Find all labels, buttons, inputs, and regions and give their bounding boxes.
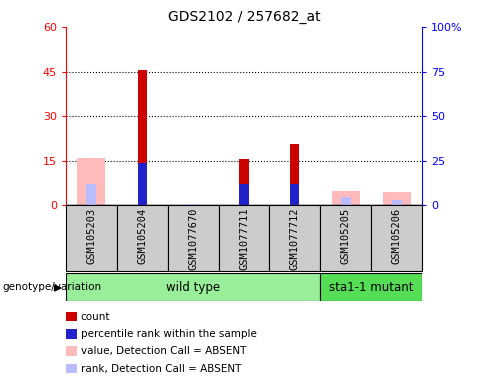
Bar	[341, 197, 351, 205]
Text: genotype/variation: genotype/variation	[2, 282, 102, 292]
Text: GSM105204: GSM105204	[137, 207, 147, 264]
Bar	[332, 190, 360, 205]
Text: GSM1077711: GSM1077711	[239, 207, 249, 270]
FancyBboxPatch shape	[66, 273, 320, 301]
FancyBboxPatch shape	[320, 205, 371, 271]
Bar	[138, 70, 147, 205]
Text: value, Detection Call = ABSENT: value, Detection Call = ABSENT	[81, 346, 246, 356]
FancyBboxPatch shape	[219, 205, 269, 271]
Bar	[188, 204, 198, 205]
Text: GSM105203: GSM105203	[86, 207, 96, 264]
Text: GSM1077670: GSM1077670	[188, 207, 198, 270]
Text: GSM105205: GSM105205	[341, 207, 351, 264]
FancyBboxPatch shape	[371, 205, 422, 271]
FancyBboxPatch shape	[320, 273, 422, 301]
Bar	[77, 158, 105, 205]
Text: GSM1077712: GSM1077712	[290, 207, 300, 270]
Text: sta1-1 mutant: sta1-1 mutant	[329, 281, 413, 293]
Bar	[86, 184, 97, 205]
FancyBboxPatch shape	[269, 205, 320, 271]
Text: wild type: wild type	[166, 281, 220, 293]
Title: GDS2102 / 257682_at: GDS2102 / 257682_at	[168, 10, 320, 25]
FancyBboxPatch shape	[66, 205, 117, 271]
FancyBboxPatch shape	[168, 205, 219, 271]
Text: rank, Detection Call = ABSENT: rank, Detection Call = ABSENT	[81, 364, 241, 374]
Text: count: count	[81, 312, 110, 322]
Bar	[290, 144, 300, 205]
Bar	[240, 159, 248, 205]
Text: GSM105206: GSM105206	[392, 207, 402, 264]
Bar	[391, 200, 402, 205]
Bar	[290, 184, 300, 205]
Text: percentile rank within the sample: percentile rank within the sample	[81, 329, 256, 339]
Bar	[383, 192, 411, 205]
FancyBboxPatch shape	[117, 205, 168, 271]
Bar	[138, 162, 147, 205]
Bar	[240, 184, 248, 205]
